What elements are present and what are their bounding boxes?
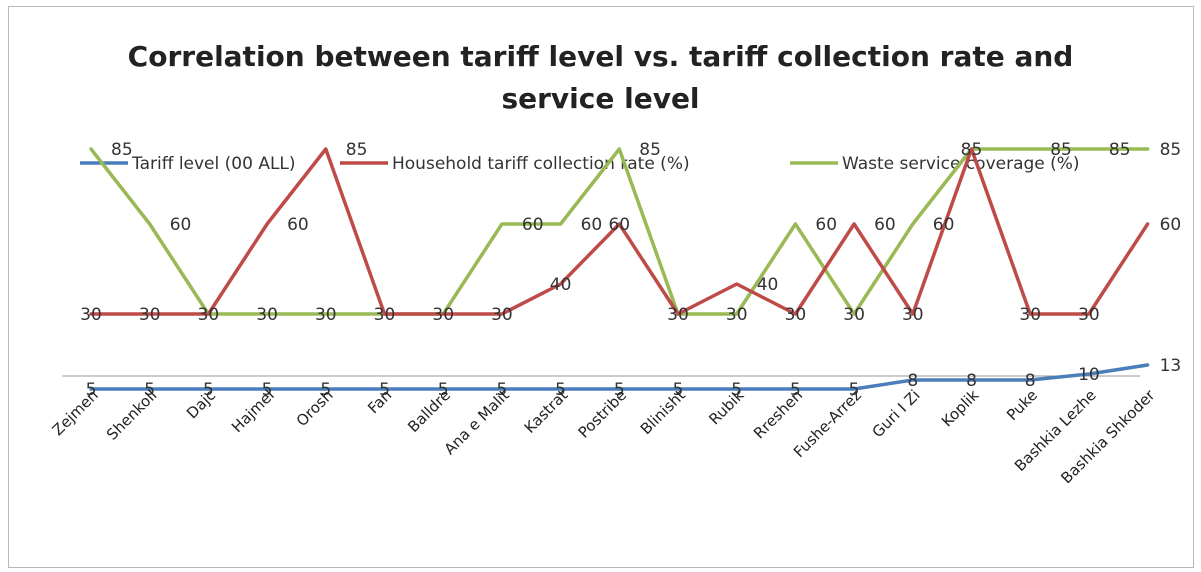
data-label: 60 <box>874 215 896 235</box>
data-label: 30 <box>667 305 689 325</box>
data-label: 30 <box>432 305 454 325</box>
data-label: 85 <box>961 140 983 160</box>
data-label: 5 <box>731 380 742 400</box>
data-label: 30 <box>139 305 161 325</box>
data-label: 8 <box>907 371 918 391</box>
data-label: 30 <box>785 305 807 325</box>
data-label: 85 <box>639 140 661 160</box>
data-label: 60 <box>933 215 955 235</box>
data-label: 30 <box>256 305 278 325</box>
data-label: 5 <box>496 380 507 400</box>
data-label: 5 <box>203 380 214 400</box>
x-tick-label: Koplik <box>938 386 983 431</box>
data-label: 85 <box>346 140 368 160</box>
x-tick-label: Zejmen <box>49 386 102 439</box>
data-label: 30 <box>1078 305 1100 325</box>
data-label: 30 <box>726 305 748 325</box>
data-label: 60 <box>170 215 192 235</box>
x-tick-label: Kastrat <box>521 386 572 437</box>
data-label: 5 <box>320 380 331 400</box>
data-label: 30 <box>374 305 396 325</box>
data-label: 40 <box>550 275 572 295</box>
x-tick-label: Puke <box>1003 386 1041 424</box>
x-tick-label: Balldre <box>404 386 454 436</box>
series-line <box>89 147 1150 316</box>
data-label: 5 <box>262 380 273 400</box>
data-label: 8 <box>1025 371 1036 391</box>
data-label: 5 <box>790 380 801 400</box>
data-label: 5 <box>614 380 625 400</box>
x-tick-label: Hajmel <box>228 386 278 436</box>
legend-label: Household tariff collection rate (%) <box>392 154 690 174</box>
data-label: 30 <box>315 305 337 325</box>
data-label: 10 <box>1078 365 1100 385</box>
data-label: 60 <box>1160 215 1182 235</box>
data-label: 60 <box>815 215 837 235</box>
data-label: 5 <box>86 380 97 400</box>
data-label: 5 <box>555 380 566 400</box>
data-label: 30 <box>491 305 513 325</box>
data-label: 5 <box>379 380 390 400</box>
legend: Tariff level (00 ALL) Household tariff co… <box>80 154 1080 174</box>
x-tick-label: Shenkoll <box>103 386 161 444</box>
data-label: 85 <box>1160 140 1182 160</box>
chart-title: Correlation between tariff level vs. tar… <box>0 36 1201 120</box>
data-label: 30 <box>80 305 102 325</box>
data-label: 60 <box>608 215 630 235</box>
data-label: 60 <box>522 215 544 235</box>
data-label: 60 <box>581 215 603 235</box>
x-tick-label: Orosh <box>293 386 337 430</box>
data-label: 5 <box>849 380 860 400</box>
data-label: 13 <box>1160 356 1182 376</box>
data-label: 30 <box>902 305 924 325</box>
legend-label: Tariff level (00 ALL) <box>131 154 296 174</box>
data-label: 85 <box>111 140 133 160</box>
data-label: 30 <box>843 305 865 325</box>
data-label: 85 <box>1109 140 1131 160</box>
x-tick-label: Fan <box>364 386 395 417</box>
data-label: 8 <box>966 371 977 391</box>
data-label: 5 <box>438 380 449 400</box>
data-label: 40 <box>757 275 779 295</box>
series-layer <box>89 147 1150 391</box>
series-line <box>89 363 1150 391</box>
x-tick-label: Guri I Zi <box>869 386 924 441</box>
data-label: 85 <box>1050 140 1072 160</box>
x-tick-label: Rreshen <box>750 386 806 442</box>
x-tick-label: Blinisht <box>637 386 689 438</box>
chart-title-line-2: service level <box>501 82 700 115</box>
data-label: 5 <box>144 380 155 400</box>
chart-title-line-1: Correlation between tariff level vs. tar… <box>127 40 1074 73</box>
data-label: 5 <box>673 380 684 400</box>
chart-frame <box>8 6 1194 568</box>
x-tick-labels: Zejmen Shenkoll Dajc Hajmel Orosh Fan BalldreA… <box>49 386 1159 488</box>
data-label: 60 <box>287 215 309 235</box>
x-tick-label: Postribe <box>575 386 630 441</box>
data-label: 30 <box>1019 305 1041 325</box>
data-label: 30 <box>198 305 220 325</box>
data-label-layer: 5 5 5 5 5 5 5 5 5 5 5 5 5 5 8 8 8 10 13 30 30 30 60 85 30 30 30 40 6… <box>80 140 1181 400</box>
